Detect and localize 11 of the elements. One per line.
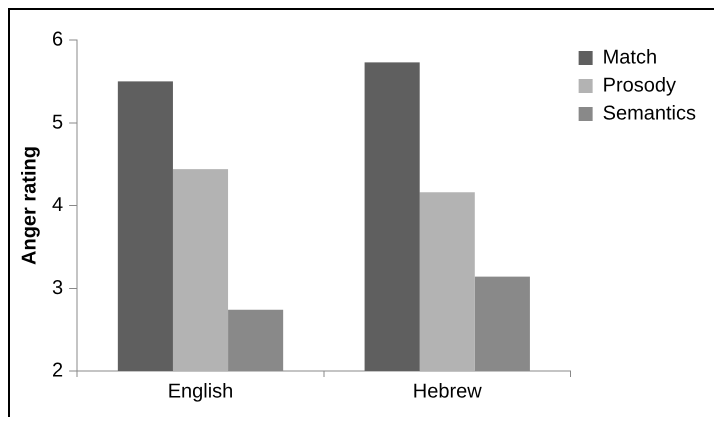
y-axis-title: Anger rating — [18, 146, 41, 265]
y-tick-label: 2 — [52, 360, 64, 382]
y-tick-label: 6 — [52, 28, 64, 51]
y-tick-label: 4 — [52, 194, 64, 216]
y-tick-label: 3 — [52, 276, 64, 299]
x-tick-label: Hebrew — [412, 380, 482, 403]
x-tick-label: English — [168, 380, 234, 403]
y-tick-label: 5 — [52, 111, 64, 134]
legend-label: Semantics — [602, 102, 696, 125]
legend-label: Prosody — [602, 74, 676, 97]
legend-label: Match — [602, 46, 658, 69]
